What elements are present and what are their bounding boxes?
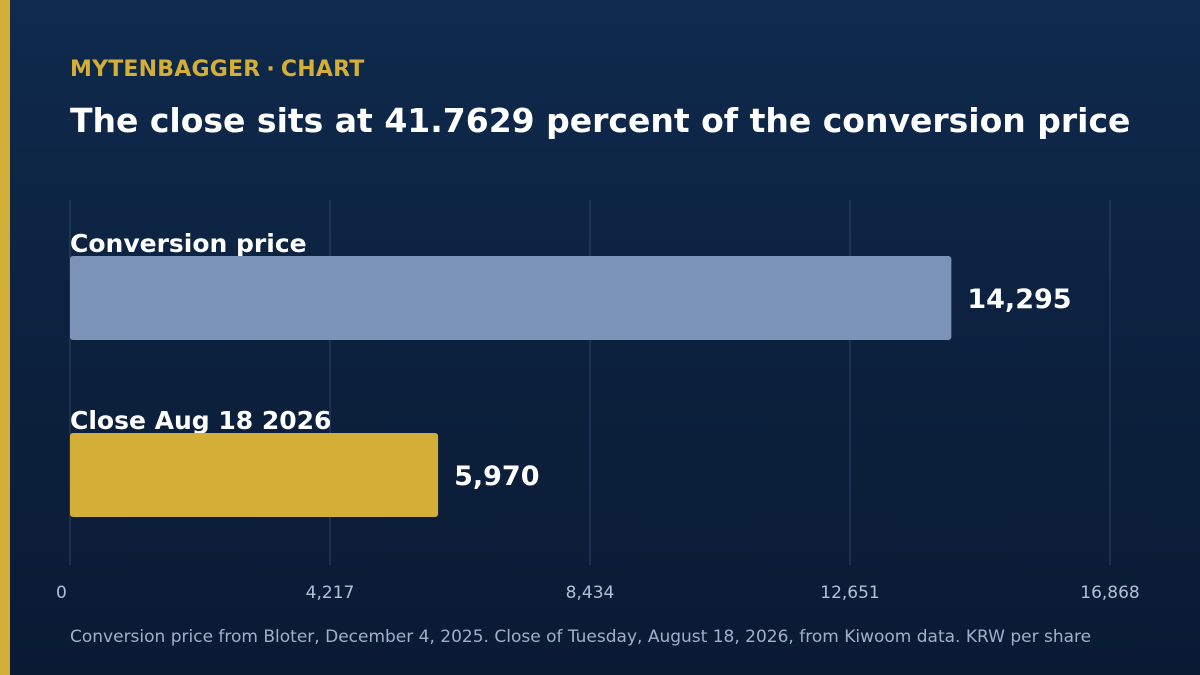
bar: [70, 433, 439, 517]
chart-title: The close sits at 41.7629 percent of the…: [70, 101, 1131, 140]
x-tick-label: 12,651: [820, 583, 879, 603]
x-tick-label: 4,217: [306, 583, 355, 603]
x-tick-label: 0: [56, 583, 67, 603]
value-label: 5,970: [454, 461, 539, 492]
value-label: 14,295: [967, 284, 1071, 315]
kicker-separator: ·: [266, 57, 275, 82]
accent-stripe: [0, 0, 10, 675]
x-tick-label: 8,434: [566, 583, 615, 603]
x-tick-label: 16,868: [1080, 583, 1139, 603]
source-note: Conversion price from Bloter, December 4…: [70, 627, 1092, 647]
bar: [70, 256, 952, 340]
section-label: CHART: [280, 57, 365, 82]
chart-kicker: MYTENBAGGER · CHART: [70, 57, 364, 82]
category-label: Conversion price: [70, 229, 307, 258]
brand-label: MYTENBAGGER: [70, 57, 261, 82]
category-label: Close Aug 18 2026: [70, 406, 331, 435]
